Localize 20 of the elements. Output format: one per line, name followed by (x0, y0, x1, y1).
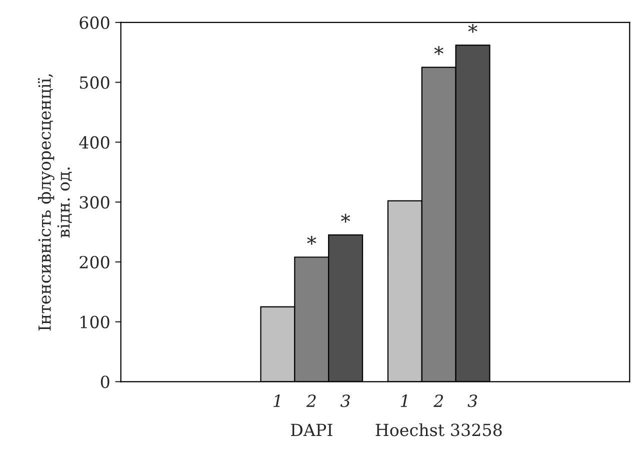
x-tick-label: DAPI (290, 424, 332, 436)
series-label: 2 (306, 394, 316, 407)
text: 3 (468, 394, 478, 408)
data-label: * (341, 214, 350, 223)
y-tick-label: 600 (80, 16, 110, 30)
y-axis-title: Інтенсивність флуоресценції, відн. од. (38, 74, 72, 331)
series-label: 1 (274, 394, 280, 407)
y-tick-label: 400 (79, 136, 110, 149)
data-label: * (307, 236, 316, 245)
y-tick-label: 300 (80, 196, 110, 209)
text: 2 (433, 394, 443, 407)
y-tick-label: 0 (100, 376, 110, 388)
x-tick-label: Hoechst 33258 (376, 423, 502, 436)
data-label: * (468, 24, 478, 33)
y-tick-label: 500 (80, 76, 110, 89)
data-label: * (434, 46, 444, 55)
series-label: 3 (340, 394, 350, 408)
y-tick-label: 200 (80, 256, 110, 268)
text: 1 (400, 394, 407, 407)
y-tick-label: 100 (80, 316, 110, 328)
